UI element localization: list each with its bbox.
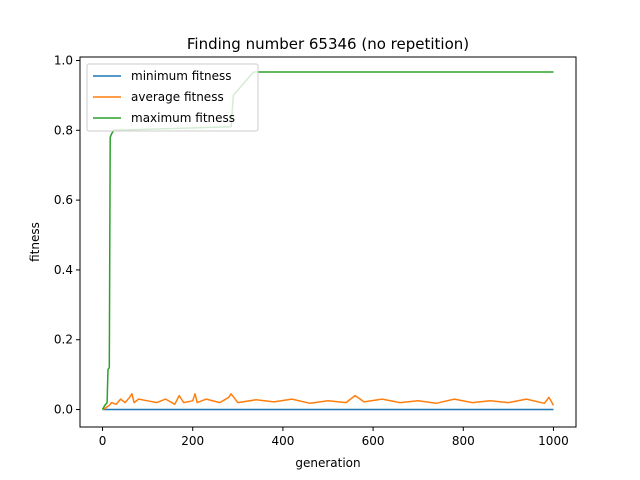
chart-title: Finding number 65346 (no repetition) xyxy=(187,35,469,53)
x-tick-label-2: 400 xyxy=(271,434,294,448)
axes: 0 200 400 600 800 1000 0.0 0.2 0.4 0.6 0.8 1.0 xyxy=(54,53,577,448)
legend-label-2: maximum fitness xyxy=(131,111,235,125)
y-tick-label-3: 0.6 xyxy=(54,193,73,207)
legend-label-1: average fitness xyxy=(131,90,224,104)
x-tick-label-3: 600 xyxy=(362,434,385,448)
axes-frame xyxy=(79,56,577,428)
x-tick-label-5: 1000 xyxy=(538,434,569,448)
legend-box xyxy=(86,63,259,132)
x-tick-label-4: 800 xyxy=(452,434,475,448)
legend-label-0: minimum fitness xyxy=(131,69,232,83)
x-tick-label-1: 200 xyxy=(181,434,204,448)
y-tick-label-4: 0.8 xyxy=(54,123,73,137)
y-tick-label-0: 0.0 xyxy=(54,403,73,417)
x-axis-label: generation xyxy=(295,456,360,470)
x-tick-label-0: 0 xyxy=(99,434,107,448)
y-tick-label-5: 1.0 xyxy=(54,53,73,67)
series-line-1 xyxy=(102,393,555,411)
y-tick-label-2: 0.4 xyxy=(54,263,73,277)
y-tick-label-1: 0.2 xyxy=(54,333,73,347)
legend: minimum fitness average fitness maximum fi… xyxy=(86,63,259,132)
y-axis-label: fitness xyxy=(28,222,42,262)
